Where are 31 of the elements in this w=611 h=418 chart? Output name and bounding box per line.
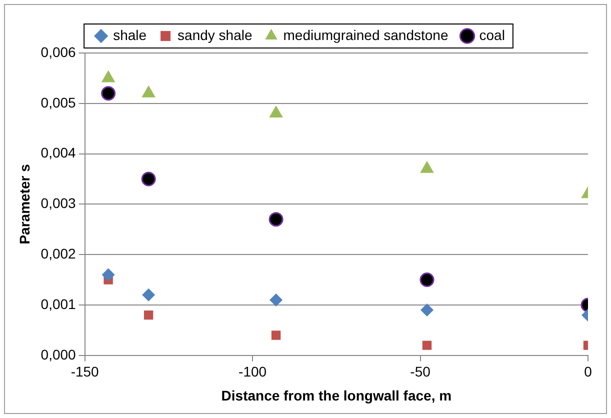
point	[268, 212, 284, 227]
y-tick-label: 0,004	[40, 144, 76, 161]
y-tick-label: 0,000	[40, 346, 76, 362]
point	[420, 160, 434, 173]
legend-label: shale	[113, 26, 147, 43]
point	[142, 85, 156, 98]
point	[101, 70, 116, 82]
x-tick-label: -150	[70, 364, 100, 380]
point	[422, 340, 432, 350]
point	[270, 293, 283, 306]
y-tick-label: 0,006	[40, 44, 76, 60]
y-axis-title: Parameter s	[16, 164, 32, 244]
x-tick-label: -50	[410, 364, 431, 380]
x-tick-label: -100	[238, 364, 267, 380]
y-tick-label: 0,001	[40, 296, 76, 312]
y-tick-label: 0,002	[40, 245, 76, 262]
point	[141, 172, 156, 186]
point	[142, 288, 156, 302]
x-tick-label: 0	[584, 364, 592, 380]
point	[271, 330, 281, 340]
point	[420, 304, 434, 317]
point	[102, 268, 115, 282]
y-tick-label: 0,003	[40, 195, 76, 212]
x-axis-title: Distance from the longwall face, m	[221, 387, 452, 404]
point	[269, 105, 283, 118]
legend-label: coal	[479, 26, 505, 43]
legend-label: sandy shale	[178, 26, 252, 43]
y-tick-label: 0,005	[40, 94, 76, 110]
point	[144, 310, 154, 320]
point	[420, 272, 434, 288]
legend-label: mediumgrained sandstone	[283, 26, 448, 43]
